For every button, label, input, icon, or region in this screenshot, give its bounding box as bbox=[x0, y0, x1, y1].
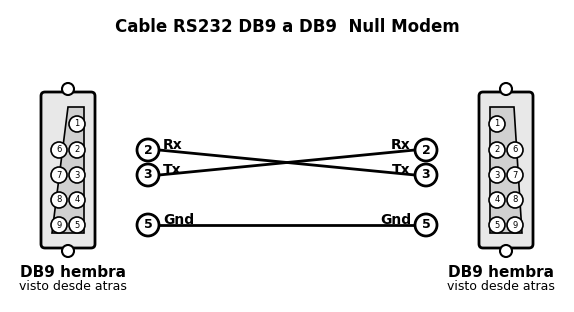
Text: visto desde atras: visto desde atras bbox=[19, 280, 127, 293]
Text: Rx: Rx bbox=[163, 138, 183, 152]
Text: 2: 2 bbox=[144, 144, 152, 157]
Circle shape bbox=[62, 83, 74, 95]
Text: 2: 2 bbox=[494, 145, 499, 154]
Circle shape bbox=[69, 192, 85, 208]
Circle shape bbox=[500, 83, 512, 95]
Text: 8: 8 bbox=[513, 196, 518, 204]
Text: 5: 5 bbox=[75, 221, 80, 230]
Circle shape bbox=[62, 245, 74, 257]
Polygon shape bbox=[52, 107, 84, 233]
Polygon shape bbox=[490, 107, 522, 233]
Text: DB9 hembra: DB9 hembra bbox=[448, 265, 554, 280]
Circle shape bbox=[489, 217, 505, 233]
Text: Rx: Rx bbox=[391, 138, 411, 152]
Circle shape bbox=[489, 142, 505, 158]
Circle shape bbox=[69, 217, 85, 233]
Text: 8: 8 bbox=[56, 196, 61, 204]
Text: 4: 4 bbox=[494, 196, 499, 204]
Text: Gnd: Gnd bbox=[380, 213, 411, 227]
Text: visto desde atras: visto desde atras bbox=[447, 280, 555, 293]
Circle shape bbox=[415, 214, 437, 236]
Text: 7: 7 bbox=[513, 170, 518, 179]
Circle shape bbox=[69, 116, 85, 132]
FancyBboxPatch shape bbox=[479, 92, 533, 248]
Text: DB9 hembra: DB9 hembra bbox=[20, 265, 126, 280]
Circle shape bbox=[489, 167, 505, 183]
Circle shape bbox=[507, 142, 523, 158]
Circle shape bbox=[415, 164, 437, 186]
Circle shape bbox=[51, 142, 67, 158]
Circle shape bbox=[137, 164, 159, 186]
Circle shape bbox=[51, 217, 67, 233]
Text: 5: 5 bbox=[144, 218, 152, 232]
Text: 3: 3 bbox=[422, 168, 430, 182]
Text: 2: 2 bbox=[75, 145, 80, 154]
Circle shape bbox=[51, 167, 67, 183]
Text: 5: 5 bbox=[422, 218, 430, 232]
Circle shape bbox=[507, 167, 523, 183]
Text: 2: 2 bbox=[422, 144, 430, 157]
Text: Cable RS232 DB9 a DB9  Null Modem: Cable RS232 DB9 a DB9 Null Modem bbox=[115, 18, 459, 36]
Circle shape bbox=[137, 139, 159, 161]
Circle shape bbox=[137, 214, 159, 236]
Text: Tx: Tx bbox=[393, 163, 411, 177]
Text: 6: 6 bbox=[56, 145, 61, 154]
Text: Gnd: Gnd bbox=[163, 213, 194, 227]
Circle shape bbox=[51, 192, 67, 208]
Circle shape bbox=[507, 192, 523, 208]
Text: 5: 5 bbox=[494, 221, 499, 230]
Text: 3: 3 bbox=[74, 170, 80, 179]
Text: 3: 3 bbox=[144, 168, 152, 182]
Circle shape bbox=[489, 192, 505, 208]
Text: 7: 7 bbox=[56, 170, 61, 179]
Text: 6: 6 bbox=[513, 145, 518, 154]
Text: 9: 9 bbox=[56, 221, 61, 230]
Circle shape bbox=[500, 245, 512, 257]
Text: 9: 9 bbox=[513, 221, 518, 230]
Text: Tx: Tx bbox=[163, 163, 181, 177]
Text: 4: 4 bbox=[75, 196, 80, 204]
Text: 1: 1 bbox=[75, 119, 80, 129]
FancyBboxPatch shape bbox=[41, 92, 95, 248]
Circle shape bbox=[507, 217, 523, 233]
Text: 1: 1 bbox=[494, 119, 499, 129]
Circle shape bbox=[69, 167, 85, 183]
Circle shape bbox=[489, 116, 505, 132]
Circle shape bbox=[415, 139, 437, 161]
Text: 3: 3 bbox=[494, 170, 500, 179]
Circle shape bbox=[69, 142, 85, 158]
